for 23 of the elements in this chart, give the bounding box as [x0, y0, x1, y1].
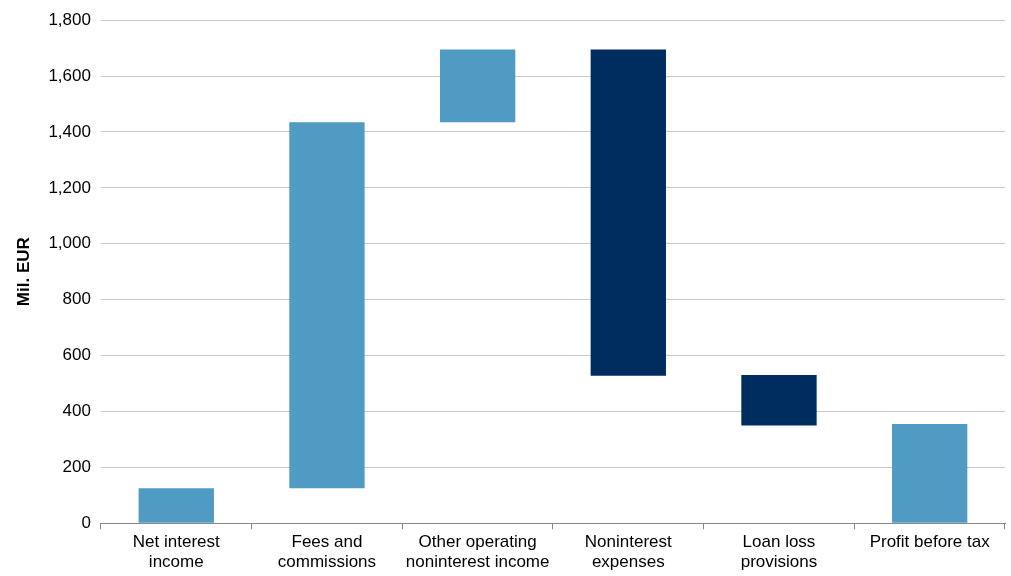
- x-tick-label: Other operating noninterest income: [405, 532, 550, 572]
- y-tick-label: 1,600: [48, 65, 91, 85]
- y-tick-label: 200: [62, 457, 91, 476]
- y-tick-label: 0: [81, 512, 91, 532]
- y-tick-label: 600: [62, 345, 91, 365]
- bar: [741, 375, 817, 426]
- x-tick-label: Noninterest expenses: [584, 532, 673, 572]
- y-tick-label: 1,400: [48, 121, 91, 141]
- bar: [590, 49, 666, 376]
- bar: [891, 424, 968, 523]
- x-tick-label: Net interest income: [132, 532, 221, 572]
- bar: [289, 122, 365, 489]
- x-tick-label: Fees and commissions: [277, 532, 377, 572]
- x-tick-label: Profit before tax: [869, 532, 991, 552]
- y-tick-label: 800: [62, 289, 91, 309]
- y-tick-label: 1,000: [48, 233, 91, 253]
- y-tick-label: 1,200: [48, 177, 91, 197]
- y-tick-label: 400: [62, 401, 91, 421]
- y-tick-label: 1,800: [48, 9, 91, 29]
- bar: [138, 488, 214, 523]
- y-axis-title: Mil. EUR: [13, 237, 33, 307]
- bar: [439, 49, 516, 123]
- x-tick-label: Loan loss provisions: [740, 532, 818, 572]
